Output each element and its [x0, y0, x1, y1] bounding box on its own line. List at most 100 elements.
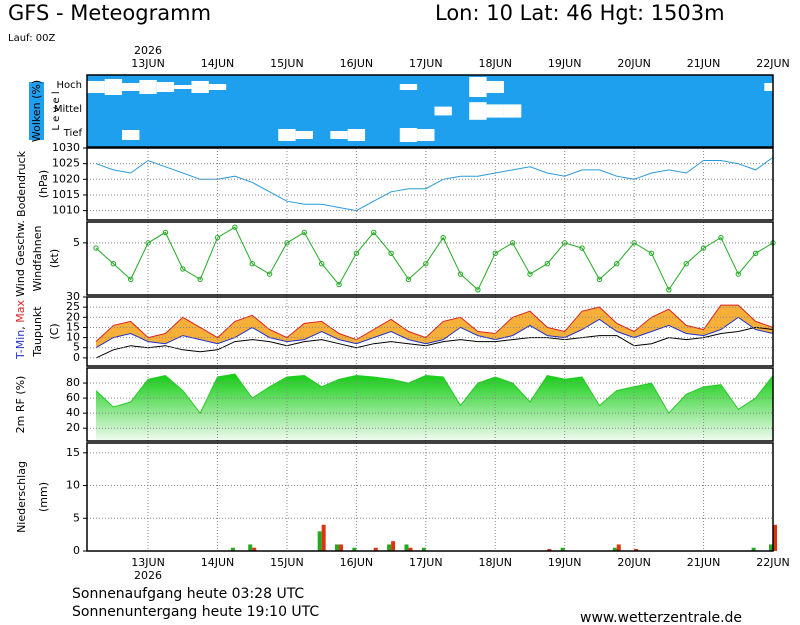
legend-entry: T-Min	[14, 330, 27, 360]
precip-bar	[387, 544, 392, 551]
run: Lauf: 00Z	[8, 33, 55, 44]
y-axis-label: Niederschlag	[15, 461, 28, 533]
precip-bar	[252, 547, 257, 551]
y-axis-label: 2m RF (%)	[14, 376, 27, 434]
precip-bar	[335, 544, 340, 551]
title: GFS - Meteogramm	[8, 1, 211, 25]
y-tick-label: 25	[66, 300, 80, 313]
precip-bar	[616, 544, 621, 551]
wind-point	[596, 276, 603, 283]
cloud-cover	[208, 84, 227, 90]
wind-point	[318, 261, 325, 267]
precip-bar	[248, 544, 253, 551]
x-tick-label-bottom: 13JUN	[131, 556, 165, 569]
wind-point	[180, 266, 186, 272]
cloud-cover	[156, 82, 175, 92]
y-tick-label: 0	[73, 351, 80, 364]
y-tick-label: 20	[66, 310, 80, 323]
y-tick-label: 10	[66, 479, 80, 492]
temperature-range	[96, 305, 773, 348]
y-tick-label: 30	[66, 290, 80, 303]
x-tick-label-bottom: 21JUN	[687, 556, 721, 569]
x-tick-label-bottom: 22JUN	[756, 556, 790, 569]
cloud-cover	[139, 80, 157, 94]
cloud-cover	[399, 128, 418, 142]
precip-bar	[317, 531, 322, 551]
precip-bar	[404, 544, 409, 551]
cloud-cover	[104, 79, 123, 95]
wind-point	[197, 276, 203, 283]
cloud-cover	[503, 104, 522, 118]
y-axis-label: Wolken (%)	[30, 80, 43, 142]
wind-point	[214, 234, 221, 241]
level-label: Mittel	[54, 104, 82, 115]
wind-point	[735, 271, 741, 277]
series-legend: T-Min, Max	[14, 300, 27, 360]
legend-joiner: ,	[14, 323, 27, 330]
y-tick-label: 60	[66, 391, 80, 404]
wind-point	[249, 261, 255, 267]
wind-line	[95, 226, 774, 291]
panel-frame	[86, 221, 774, 296]
y-axis-label: (hPa)	[37, 170, 50, 198]
temperature-line	[95, 316, 774, 349]
x-tick-label-top: 14JUN	[201, 57, 235, 70]
panel-background	[87, 443, 773, 551]
x-tick-label-top: 17JUN	[409, 57, 443, 70]
wind-point	[614, 261, 620, 267]
wind-point	[666, 287, 672, 293]
x-tick-label-bottom: 16JUN	[340, 556, 374, 569]
wind-point	[544, 261, 551, 267]
precip-bar	[634, 549, 639, 551]
precip-bar	[352, 547, 357, 551]
wind-point	[128, 276, 134, 283]
cloud-cover	[122, 83, 140, 91]
wind-point	[752, 250, 759, 256]
precip-bar	[751, 547, 756, 551]
x-tick-label-bottom: 17JUN	[409, 556, 443, 569]
x-tick-label-bottom: 14JUN	[201, 556, 235, 569]
y-axis-label: Taupunkt	[31, 306, 44, 358]
ylabel-box	[29, 82, 44, 140]
wind-point	[266, 271, 273, 277]
panel-frame	[86, 74, 774, 148]
cloud-cover	[330, 131, 348, 139]
x-tick-label-top: 22JUN	[756, 57, 790, 70]
y-tick-label: 15	[66, 320, 80, 333]
wind-point	[405, 276, 412, 283]
cloud-cover	[486, 81, 504, 93]
panel-background	[87, 222, 773, 295]
y-tick-label: 20	[66, 421, 80, 434]
source: www.wetterzentrale.de	[580, 610, 742, 625]
precip-bar	[391, 541, 396, 551]
cloud-cover	[417, 129, 435, 141]
y-tick-label: 15	[66, 446, 80, 459]
level-label: Tief	[63, 128, 83, 139]
y-axis-label: (C)	[48, 323, 61, 339]
y-tick-label: 0	[73, 544, 80, 557]
level-label: Hoch	[57, 80, 82, 91]
y-tick-label: 5	[73, 341, 80, 354]
wind-point	[700, 245, 707, 251]
location: Lon: 10 Lat: 46 Hgt: 1503m	[435, 1, 725, 25]
y-axis-label: Bodendruck	[15, 150, 28, 217]
y-axis-label: (mm)	[37, 482, 50, 512]
y-tick-label: 40	[66, 406, 80, 419]
x-tick-label-top: 20JUN	[617, 57, 651, 70]
wind-point	[110, 261, 117, 267]
cloud-cover	[486, 104, 504, 118]
cloud-cover	[295, 131, 313, 139]
precip-bar	[339, 544, 344, 551]
precip-bar	[773, 524, 777, 551]
level-axis-label: L e v e l	[51, 91, 62, 130]
pressure-line	[95, 156, 774, 212]
panel-frame	[86, 147, 774, 221]
y-axis-label: (kt)	[48, 249, 61, 268]
wind-point	[579, 245, 585, 251]
precip-bar	[321, 524, 326, 551]
y-tick-label: 10	[66, 331, 80, 344]
precip-bar	[560, 547, 565, 551]
sunset: Sonnenuntergang heute 19:10 UTC	[72, 604, 319, 620]
temperature-line	[95, 326, 774, 359]
